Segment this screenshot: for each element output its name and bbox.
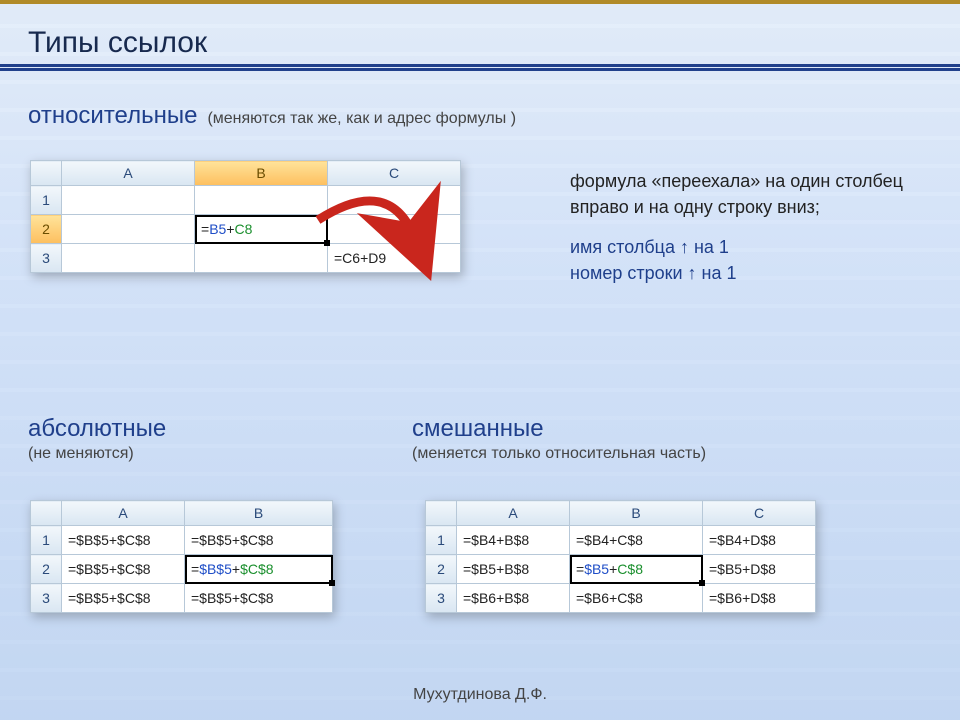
row-header: 3 xyxy=(31,584,62,613)
cell: =$B5+D$8 xyxy=(703,555,816,584)
relative-subtitle: (меняются так же, как и адрес формулы ) xyxy=(207,110,516,128)
cell xyxy=(328,186,461,215)
cell: =$B5+C$8 xyxy=(570,555,703,584)
col-header: A xyxy=(62,161,195,186)
col-header: C xyxy=(703,501,816,526)
footer-author: Мухутдинова Д.Ф. xyxy=(0,686,960,704)
side-line-1: формула «переехала» на один столбец впра… xyxy=(570,168,930,220)
cell: =B5+C8 xyxy=(195,215,328,244)
cell: =$B$5+$C$8 xyxy=(62,526,185,555)
cell: =$B6+B$8 xyxy=(457,584,570,613)
absolute-table: AB1=$B$5+$C$8=$B$5+$C$82=$B$5+$C$8=$B$5+… xyxy=(30,500,333,613)
col-header: A xyxy=(457,501,570,526)
relative-side-text: формула «переехала» на один столбец впра… xyxy=(570,168,930,286)
cell: =$B4+B$8 xyxy=(457,526,570,555)
cell xyxy=(328,215,461,244)
page-title: Типы ссылок xyxy=(28,26,207,60)
cell: =$B4+C$8 xyxy=(570,526,703,555)
cell: =$B$5+$C$8 xyxy=(62,584,185,613)
title-band: Типы ссылок xyxy=(0,12,960,67)
cell: =$B$5+$C$8 xyxy=(185,555,333,584)
mixed-heading: смешанные xyxy=(412,415,706,443)
cell: =$B6+C$8 xyxy=(570,584,703,613)
col-header: B xyxy=(195,161,328,186)
row-header: 2 xyxy=(31,215,62,244)
cell: =$B4+D$8 xyxy=(703,526,816,555)
row-header: 2 xyxy=(31,555,62,584)
cell: =$B$5+$C$8 xyxy=(185,584,333,613)
cell: =$B6+D$8 xyxy=(703,584,816,613)
col-header: C xyxy=(328,161,461,186)
side-line-2: имя столбца ↑ на 1 xyxy=(570,234,930,260)
row-header: 3 xyxy=(31,244,62,273)
cell xyxy=(195,186,328,215)
relative-heading: относительные xyxy=(28,102,197,130)
side-line-3: номер строки ↑ на 1 xyxy=(570,260,930,286)
row-header: 3 xyxy=(426,584,457,613)
cell xyxy=(195,244,328,273)
mixed-table: ABC1=$B4+B$8=$B4+C$8=$B4+D$82=$B5+B$8=$B… xyxy=(425,500,816,613)
cell: =$B$5+$C$8 xyxy=(62,555,185,584)
row-header: 1 xyxy=(31,186,62,215)
cell xyxy=(62,186,195,215)
slide: Типы ссылок относительные (меняются так … xyxy=(0,0,960,720)
row-header: 1 xyxy=(426,526,457,555)
mixed-subtitle: (меняется только относительная часть) xyxy=(412,445,706,463)
absolute-subtitle: (не меняются) xyxy=(28,445,166,463)
col-header: B xyxy=(570,501,703,526)
col-header: B xyxy=(185,501,333,526)
cell: =C6+D9 xyxy=(328,244,461,273)
cell: =$B5+B$8 xyxy=(457,555,570,584)
section-relative: относительные (меняются так же, как и ад… xyxy=(28,102,932,130)
cell: =$B$5+$C$8 xyxy=(185,526,333,555)
row-header: 1 xyxy=(31,526,62,555)
col-header: A xyxy=(62,501,185,526)
top-gold-line xyxy=(0,0,960,4)
cell xyxy=(62,215,195,244)
section-mixed: смешанные (меняется только относительная… xyxy=(412,415,706,463)
section-absolute: абсолютные (не меняются) xyxy=(28,415,166,463)
absolute-heading: абсолютные xyxy=(28,415,166,443)
cell xyxy=(62,244,195,273)
relative-table: ABC 12 =B5+C8 3 =C6+D9 xyxy=(30,160,461,273)
row-header: 2 xyxy=(426,555,457,584)
